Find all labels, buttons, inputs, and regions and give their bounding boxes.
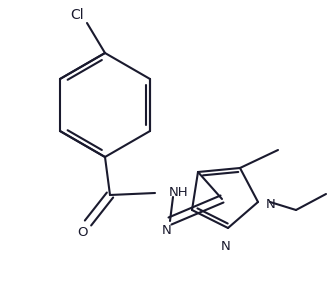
Text: Cl: Cl [70, 8, 84, 22]
Text: NH: NH [169, 186, 188, 200]
Text: N: N [221, 240, 231, 253]
Text: N: N [162, 224, 172, 237]
Text: N: N [266, 198, 276, 211]
Text: O: O [78, 226, 88, 239]
